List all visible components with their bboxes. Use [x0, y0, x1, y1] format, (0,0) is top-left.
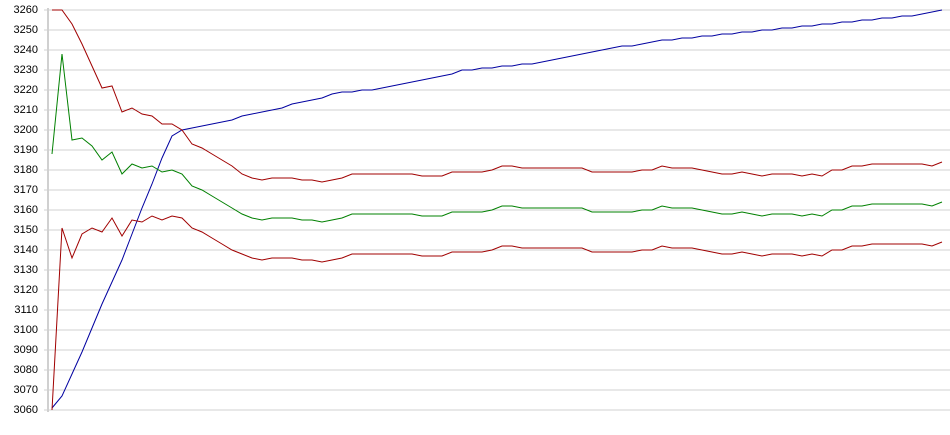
y-tick-label: 3260	[14, 4, 38, 16]
y-tick-label: 3250	[14, 24, 38, 36]
y-tick-label: 3150	[14, 224, 38, 236]
y-tick-label: 3080	[14, 364, 38, 376]
series-line	[51, 53, 943, 223]
y-tick-label: 3140	[14, 244, 38, 256]
y-tick-label: 3100	[14, 324, 38, 336]
y-tick-label: 3170	[14, 184, 38, 196]
y-tick-label: 3060	[14, 404, 38, 416]
y-tick-label: 3230	[14, 64, 38, 76]
y-tick-label: 3090	[14, 344, 38, 356]
y-tick-label: 3190	[14, 144, 38, 156]
y-tick-label: 3200	[14, 124, 38, 136]
series-line	[51, 9, 943, 409]
y-tick-label: 3130	[14, 264, 38, 276]
y-tick-label: 3120	[14, 284, 38, 296]
y-tick-label: 3070	[14, 384, 38, 396]
series-line	[51, 215, 943, 411]
y-tick-label: 3240	[14, 44, 38, 56]
y-tick-label: 3160	[14, 204, 38, 216]
y-tick-label: 3220	[14, 84, 38, 96]
y-tick-label: 3210	[14, 104, 38, 116]
series-line	[52, 9, 943, 183]
y-tick-label: 3110	[14, 304, 38, 316]
y-tick-label: 3180	[14, 164, 38, 176]
